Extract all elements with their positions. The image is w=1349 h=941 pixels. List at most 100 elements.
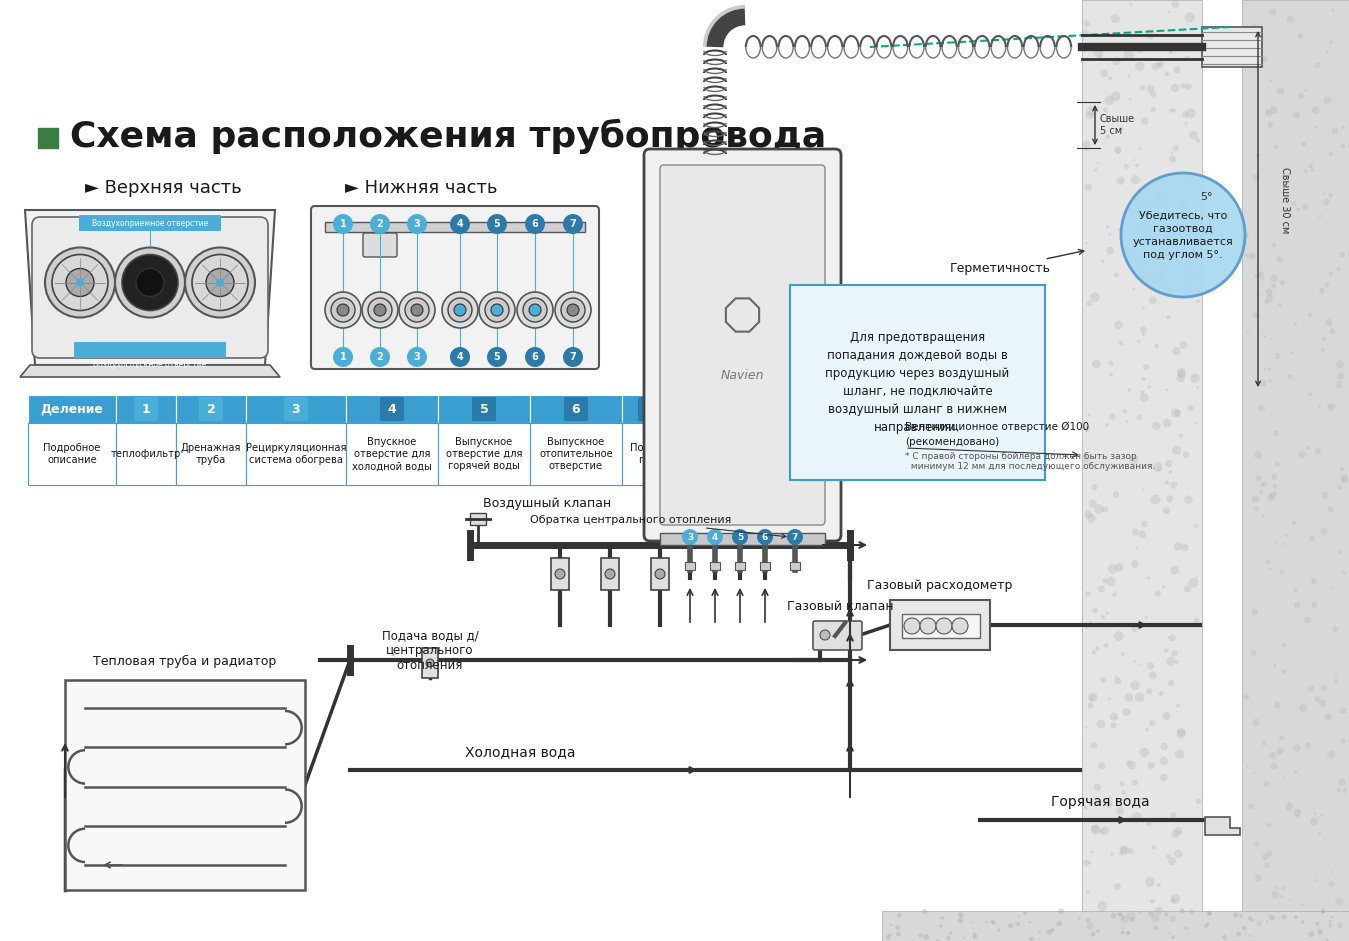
Text: 7: 7 — [792, 533, 799, 541]
Circle shape — [1167, 636, 1170, 639]
Bar — [710, 562, 720, 570]
Circle shape — [1268, 567, 1272, 570]
Text: 6: 6 — [532, 352, 538, 362]
Circle shape — [1166, 389, 1168, 391]
Circle shape — [1265, 560, 1271, 565]
Circle shape — [1252, 496, 1259, 503]
Circle shape — [1195, 422, 1198, 424]
Circle shape — [1183, 452, 1190, 458]
Circle shape — [1110, 913, 1116, 918]
Circle shape — [1097, 930, 1099, 933]
Circle shape — [370, 347, 390, 367]
Circle shape — [1338, 778, 1346, 786]
Circle shape — [1171, 84, 1179, 92]
Circle shape — [1311, 601, 1318, 608]
Polygon shape — [26, 210, 275, 365]
Circle shape — [1141, 307, 1145, 310]
Circle shape — [1310, 818, 1318, 825]
Circle shape — [1051, 928, 1055, 932]
Circle shape — [1126, 911, 1136, 919]
Circle shape — [1171, 152, 1174, 154]
Circle shape — [1292, 520, 1296, 525]
Circle shape — [1304, 168, 1307, 172]
Text: Свыше 30 см: Свыше 30 см — [1280, 167, 1290, 233]
Circle shape — [1260, 379, 1267, 387]
Circle shape — [1180, 84, 1186, 88]
Circle shape — [1153, 926, 1159, 931]
Bar — [38, 128, 58, 148]
FancyBboxPatch shape — [363, 233, 397, 257]
Text: 4: 4 — [712, 533, 718, 541]
Circle shape — [1163, 712, 1171, 721]
Text: 3: 3 — [414, 352, 421, 362]
Circle shape — [1094, 504, 1103, 514]
Text: 3: 3 — [687, 533, 693, 541]
Circle shape — [1273, 664, 1278, 667]
Circle shape — [1170, 108, 1174, 112]
Circle shape — [362, 292, 398, 328]
Bar — [622, 423, 679, 485]
Circle shape — [1294, 770, 1298, 774]
Circle shape — [1329, 881, 1334, 887]
Circle shape — [1108, 697, 1110, 700]
Circle shape — [192, 254, 248, 311]
Circle shape — [1261, 56, 1268, 62]
Circle shape — [1172, 446, 1182, 455]
Circle shape — [1081, 455, 1090, 463]
Circle shape — [1337, 922, 1344, 928]
Bar — [175, 395, 246, 423]
Circle shape — [1307, 685, 1314, 692]
Circle shape — [1331, 870, 1334, 873]
Circle shape — [985, 921, 987, 923]
Circle shape — [973, 936, 974, 938]
Circle shape — [1176, 188, 1178, 190]
Circle shape — [1190, 275, 1194, 279]
Circle shape — [1139, 663, 1140, 665]
Circle shape — [1149, 226, 1155, 231]
Circle shape — [1121, 652, 1125, 657]
Circle shape — [1126, 760, 1132, 766]
Circle shape — [1114, 273, 1118, 278]
Circle shape — [1315, 448, 1321, 455]
Circle shape — [1317, 405, 1321, 408]
Circle shape — [1276, 88, 1284, 95]
Circle shape — [442, 292, 478, 328]
Circle shape — [1114, 631, 1124, 641]
Circle shape — [1331, 587, 1334, 590]
Circle shape — [1097, 901, 1108, 911]
Circle shape — [1126, 931, 1130, 935]
Circle shape — [923, 934, 929, 940]
Circle shape — [958, 917, 963, 923]
Text: 4: 4 — [387, 403, 397, 416]
Circle shape — [1179, 201, 1184, 207]
Circle shape — [1105, 423, 1109, 426]
Circle shape — [1008, 923, 1013, 929]
Circle shape — [1149, 90, 1156, 97]
Circle shape — [1136, 273, 1144, 280]
Circle shape — [325, 292, 362, 328]
Circle shape — [1264, 335, 1267, 339]
Circle shape — [1128, 848, 1133, 854]
Text: Тепловая труба и радиатор: Тепловая труба и радиатор — [93, 655, 277, 668]
Circle shape — [1141, 520, 1148, 527]
Circle shape — [1321, 348, 1325, 351]
Circle shape — [1251, 609, 1259, 615]
Circle shape — [1129, 3, 1133, 7]
Circle shape — [1174, 542, 1182, 550]
Circle shape — [206, 268, 233, 296]
Circle shape — [1256, 294, 1260, 297]
Text: Navien: Navien — [720, 369, 765, 381]
Circle shape — [1102, 506, 1108, 512]
Circle shape — [1168, 857, 1176, 865]
Circle shape — [1310, 535, 1315, 541]
Text: 4: 4 — [456, 352, 463, 362]
Circle shape — [1292, 111, 1300, 119]
Circle shape — [1136, 191, 1143, 198]
Circle shape — [1164, 72, 1170, 76]
Circle shape — [1255, 274, 1259, 279]
Circle shape — [1283, 207, 1290, 214]
Circle shape — [1197, 299, 1199, 303]
Circle shape — [567, 304, 579, 316]
Circle shape — [940, 917, 944, 919]
Circle shape — [1261, 482, 1267, 486]
